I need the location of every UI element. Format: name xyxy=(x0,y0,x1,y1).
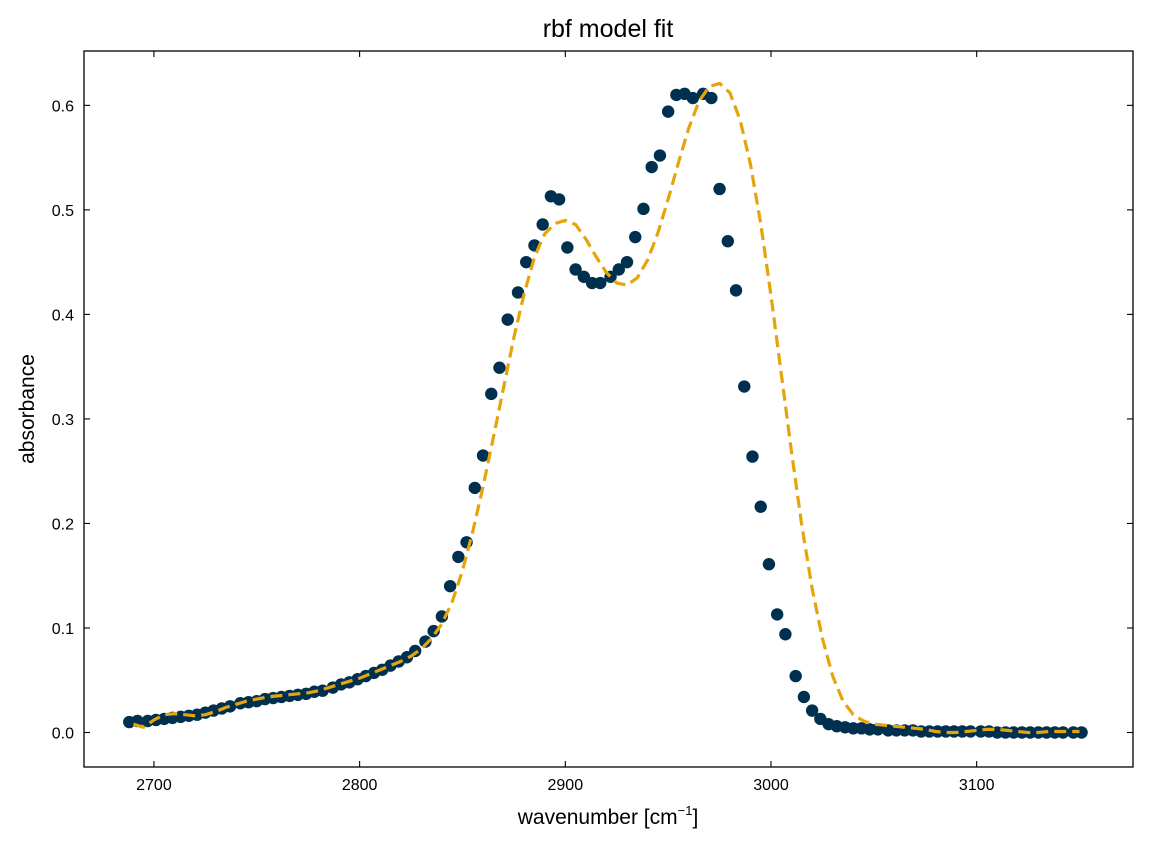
data-point xyxy=(552,193,566,206)
plot-frame xyxy=(83,50,1134,768)
data-point xyxy=(443,579,457,593)
data-point xyxy=(629,230,642,244)
data-point xyxy=(738,380,751,393)
data-point xyxy=(746,450,759,463)
data-point xyxy=(536,218,549,231)
data-point xyxy=(501,313,514,326)
data-point xyxy=(754,500,767,513)
data-point xyxy=(468,481,482,495)
y-tick-label: 0.3 xyxy=(52,412,74,429)
data-point xyxy=(661,105,675,118)
y-tick-label: 0.4 xyxy=(52,307,74,324)
data-point xyxy=(770,608,784,621)
x-axis-label-close: ] xyxy=(692,806,698,829)
data-point xyxy=(1075,726,1088,739)
data-point xyxy=(762,558,776,571)
data-points-layer xyxy=(123,87,1088,739)
data-point xyxy=(511,286,525,299)
data-point xyxy=(653,149,667,162)
data-point xyxy=(594,276,607,290)
data-point xyxy=(612,263,625,276)
x-tick-label: 3000 xyxy=(753,777,789,794)
fit-line xyxy=(132,81,1080,735)
x-tick-label: 2700 xyxy=(136,777,172,794)
x-tick-label: 2800 xyxy=(342,777,378,794)
data-point xyxy=(729,284,743,297)
data-point xyxy=(686,91,700,105)
data-point xyxy=(485,387,498,401)
data-point xyxy=(713,182,726,196)
axis-ticks: 2700 2800 2900 3000 3100 0.0 0.1 0.2 0.3 0.4 0.5 0.… xyxy=(52,51,1133,794)
data-point xyxy=(789,669,802,683)
x-tick-label: 2900 xyxy=(548,777,584,794)
y-tick-label: 0.2 xyxy=(52,516,74,533)
data-point xyxy=(569,263,582,276)
data-point xyxy=(419,635,432,648)
y-tick-label: 0.5 xyxy=(52,203,74,220)
x-axis-label: wavenumber [cm−1] xyxy=(517,803,699,829)
data-point xyxy=(805,704,819,717)
data-point xyxy=(452,550,465,564)
data-point xyxy=(493,361,506,374)
chart-title: rbf model fit xyxy=(543,15,674,43)
data-point xyxy=(779,628,792,641)
y-axis-label: absorbance xyxy=(16,354,39,464)
fit-curve-layer xyxy=(132,81,1080,735)
data-point xyxy=(427,624,440,638)
data-point xyxy=(637,202,650,216)
data-point xyxy=(520,255,533,269)
y-tick-label: 0.0 xyxy=(52,726,74,743)
data-point xyxy=(435,610,449,623)
data-point xyxy=(721,235,734,248)
data-point xyxy=(705,91,718,105)
data-point xyxy=(645,160,658,174)
data-point xyxy=(561,241,574,254)
data-point xyxy=(476,449,490,462)
data-point xyxy=(620,255,634,269)
x-axis-label-text: wavenumber [cm xyxy=(517,806,678,829)
x-axis-label-superscript: −1 xyxy=(678,803,693,818)
data-point xyxy=(223,700,237,713)
y-tick-label: 0.6 xyxy=(52,98,74,115)
x-tick-label: 3100 xyxy=(959,777,995,794)
y-tick-label: 0.1 xyxy=(52,621,74,638)
data-point xyxy=(797,690,811,704)
